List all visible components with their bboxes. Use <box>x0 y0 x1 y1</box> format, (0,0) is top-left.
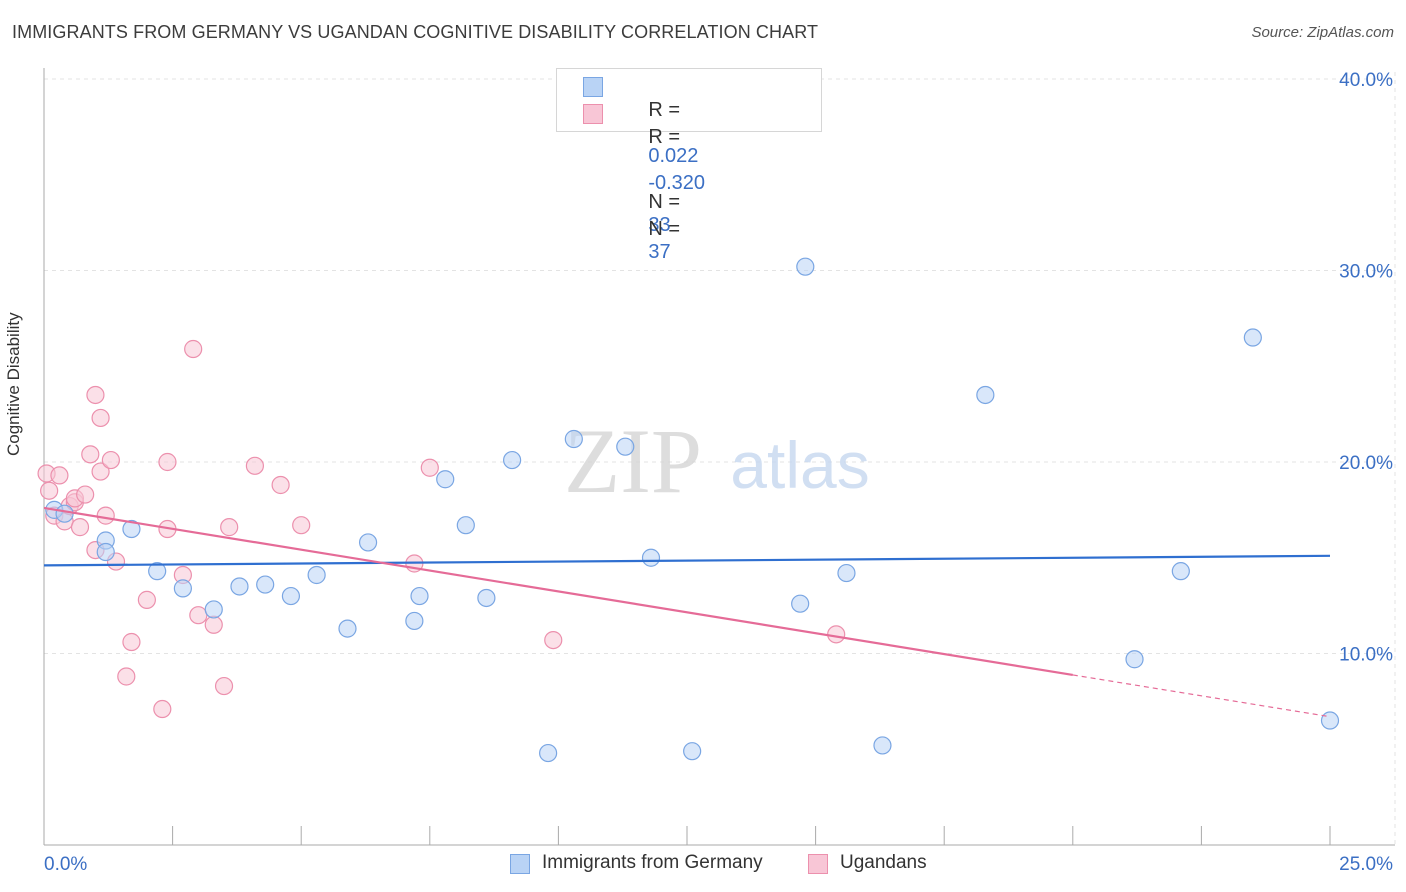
axes <box>43 68 1395 846</box>
data-point <box>158 452 177 472</box>
watermark: ZIP atlas <box>564 410 870 512</box>
data-point <box>91 462 110 481</box>
data-point <box>101 450 120 470</box>
data-point <box>173 579 192 598</box>
data-point <box>86 385 105 405</box>
y-tick-label: 30.0% <box>1339 262 1393 283</box>
pink-swatch <box>808 854 828 874</box>
legend-row-germany: R = 0.022 N = 33 <box>557 75 821 236</box>
data-point <box>96 542 115 562</box>
trend-line <box>43 506 1073 677</box>
trend-line <box>43 554 1331 567</box>
r-value: -0.320 <box>648 172 706 194</box>
y-tick-label: 20.0% <box>1339 453 1393 474</box>
legend-row-ugandans: R = -0.320 N = 37 <box>557 102 821 263</box>
legend-label: Immigrants from Germany <box>542 852 763 873</box>
watermark-atlas: atlas <box>730 428 869 502</box>
data-point <box>1171 562 1190 581</box>
n-value: 37 <box>648 241 671 263</box>
data-point <box>477 588 496 608</box>
data-point <box>1320 711 1340 730</box>
trend-line-extension <box>1072 674 1331 718</box>
data-point <box>1243 328 1262 347</box>
data-point <box>616 437 635 456</box>
data-point <box>827 625 846 644</box>
data-point <box>683 742 702 761</box>
data-point <box>338 619 357 638</box>
r-value: 0.022 <box>648 145 699 167</box>
data-point <box>410 586 429 606</box>
data-point <box>796 257 815 276</box>
source-label: Source: ZipAtlas.com <box>1251 24 1394 41</box>
data-point <box>189 606 208 625</box>
data-point <box>405 611 424 631</box>
data-point <box>307 565 326 585</box>
data-point <box>122 519 141 539</box>
data-point <box>204 600 223 619</box>
blue-swatch <box>583 77 603 97</box>
data-point <box>976 385 995 405</box>
data-point <box>230 577 249 596</box>
data-point <box>564 429 583 449</box>
data-point <box>184 339 203 359</box>
data-point <box>503 450 522 470</box>
data-point <box>456 516 475 535</box>
data-point <box>281 586 301 606</box>
data-point <box>544 630 563 650</box>
correlation-legend: R = 0.022 N = 33 R = -0.320 N = 37 <box>556 68 822 263</box>
data-point <box>50 466 69 485</box>
data-point <box>641 548 661 567</box>
chart-title: IMMIGRANTS FROM GERMANY VS UGANDAN COGNI… <box>12 22 819 42</box>
n-value: 33 <box>648 214 671 236</box>
data-point <box>256 575 275 594</box>
data-point <box>148 562 167 581</box>
data-point <box>358 533 378 552</box>
data-point <box>81 445 100 464</box>
data-point <box>1125 650 1144 669</box>
data-point <box>204 615 223 634</box>
x-tick-label: 25.0% <box>1339 854 1393 875</box>
tick-labels: 10.0% 20.0% 30.0% 40.0% 0.0% 25.0% <box>44 70 1393 875</box>
data-point <box>40 481 59 500</box>
series-immigrants-from-germany <box>45 257 1340 763</box>
y-tick-label: 40.0% <box>1339 70 1393 91</box>
r-label: R = <box>648 126 681 148</box>
r-label: R = <box>648 99 681 121</box>
x-tick-label: 0.0% <box>44 854 87 875</box>
data-point <box>292 516 311 535</box>
data-point <box>137 590 156 609</box>
data-point <box>70 518 90 537</box>
data-point <box>873 736 892 755</box>
legend-label: Ugandans <box>840 852 927 873</box>
y-axis-label: Cognitive Disability <box>4 312 23 456</box>
data-point <box>76 485 95 504</box>
data-point <box>539 743 558 763</box>
data-point <box>214 676 234 696</box>
trend-lines <box>43 506 1331 718</box>
n-label: N = <box>648 191 681 213</box>
y-tick-label: 10.0% <box>1339 645 1393 666</box>
data-point <box>271 475 290 495</box>
data-point <box>153 699 172 719</box>
data-point <box>420 458 439 477</box>
data-point <box>220 518 239 537</box>
data-point <box>96 506 115 525</box>
data-point <box>55 504 74 523</box>
blue-swatch <box>510 854 530 874</box>
watermark-zip: ZIP <box>564 410 702 512</box>
data-point <box>791 594 810 613</box>
series-ugandans <box>37 339 846 719</box>
data-point <box>117 667 136 686</box>
data-point <box>436 470 455 489</box>
data-point <box>122 632 141 652</box>
pink-swatch <box>583 104 603 124</box>
data-point <box>245 456 265 475</box>
grid <box>44 72 1396 845</box>
n-label: N = <box>648 218 681 240</box>
data-point <box>91 408 110 428</box>
data-point <box>837 563 856 583</box>
series-legend: Immigrants from Germany Ugandans <box>0 852 1406 878</box>
